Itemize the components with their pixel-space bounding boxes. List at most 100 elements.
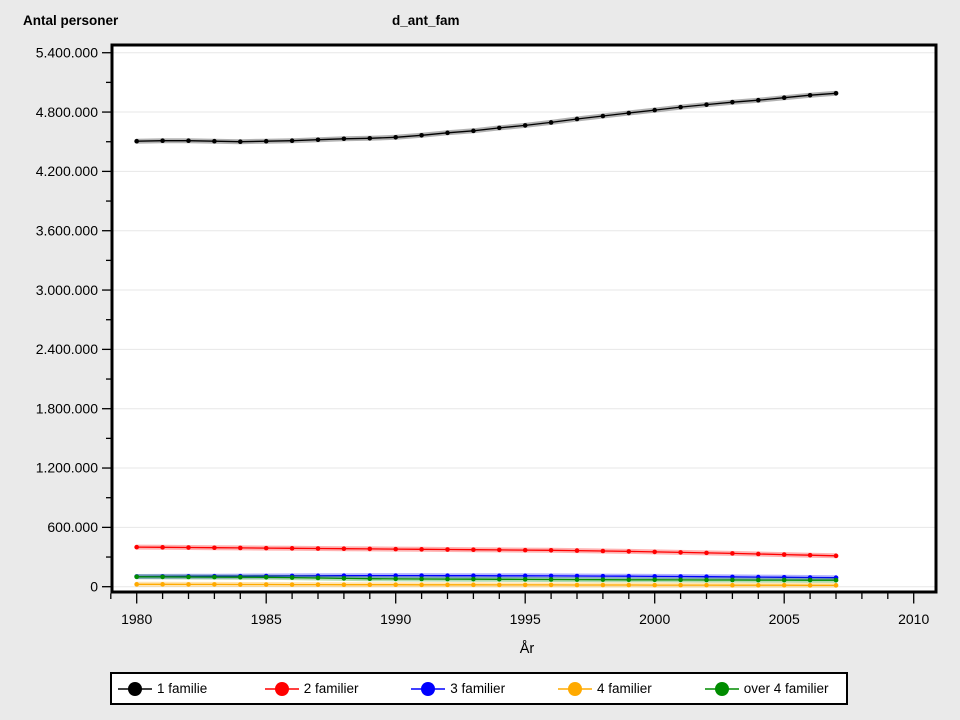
series-marker-1 (367, 546, 373, 552)
y-tick-label: 2.400.000 (36, 341, 98, 357)
x-axis-title: År (520, 640, 535, 657)
series-marker-4 (574, 577, 580, 582)
y-tick-label: 600.000 (47, 519, 98, 535)
series-line-2 (136, 574, 837, 579)
series-marker-1 (600, 548, 606, 554)
series-marker-0 (238, 139, 243, 145)
legend-marker-icon (264, 681, 299, 696)
y-tick-label: 4.200.000 (36, 163, 98, 179)
series-marker-3 (445, 582, 450, 588)
series-marker-0 (160, 138, 165, 144)
series-marker-1 (574, 548, 580, 553)
series-marker-1 (263, 545, 269, 551)
series-marker-1 (833, 553, 839, 559)
series-marker-4 (367, 576, 373, 581)
series-marker-3 (626, 582, 632, 588)
series-marker-0 (212, 138, 217, 144)
x-tick-label: 2010 (898, 611, 929, 627)
series-marker-2 (419, 573, 424, 578)
series-marker-3 (315, 582, 321, 587)
series-marker-1 (471, 547, 476, 553)
series-marker-4 (341, 576, 347, 581)
series-marker-1 (781, 552, 787, 557)
legend-item-2: 3 familier (411, 680, 505, 698)
legend-item-label: over 4 familier (743, 681, 829, 696)
series-marker-3 (212, 582, 217, 587)
series-marker-4 (212, 574, 217, 580)
plot-title: d_ant_fam (392, 13, 460, 28)
series-marker-4 (315, 575, 321, 581)
series-marker-2 (548, 573, 554, 579)
series-marker-0 (574, 116, 580, 122)
series-marker-3 (678, 582, 683, 588)
series-marker-1 (212, 545, 217, 551)
series-marker-2 (574, 573, 580, 579)
series-marker-0 (678, 104, 683, 110)
series-marker-4 (263, 575, 269, 580)
series-marker-2 (497, 573, 502, 579)
series-marker-2 (393, 573, 399, 578)
series-marker-0 (730, 99, 735, 105)
series-marker-0 (134, 138, 139, 144)
series-marker-1 (548, 548, 554, 553)
series-marker-0 (522, 123, 528, 128)
series-marker-0 (756, 97, 761, 103)
series-marker-2 (445, 573, 450, 579)
series-marker-0 (393, 134, 399, 140)
series-line-3 (136, 583, 836, 586)
series-marker-2 (652, 574, 657, 579)
series-marker-2 (600, 573, 606, 579)
series-line-0 (136, 92, 837, 143)
series-marker-3 (522, 582, 528, 588)
series-marker-0 (341, 136, 347, 142)
series-marker-4 (730, 577, 735, 583)
y-tick-label: 3.000.000 (36, 282, 98, 298)
series-marker-4 (781, 577, 787, 583)
series-marker-3 (807, 583, 813, 588)
y-tick-label: 1.200.000 (36, 460, 98, 476)
series-marker-3 (548, 582, 554, 588)
series-marker-4 (807, 577, 813, 583)
series-marker-0 (548, 120, 554, 125)
y-tick-label: 0 (90, 578, 98, 594)
series-marker-3 (393, 582, 399, 588)
legend-marker-icon (704, 681, 739, 696)
legend-item-label: 3 familier (450, 681, 506, 696)
series-marker-1 (341, 546, 347, 552)
series-marker-1 (289, 546, 295, 551)
series-marker-4 (134, 574, 139, 580)
series-marker-3 (497, 582, 502, 588)
x-tick-label: 1995 (510, 611, 541, 627)
series-marker-3 (186, 582, 191, 587)
series-marker-0 (600, 113, 606, 119)
x-tick-label: 2005 (769, 611, 800, 627)
series-line-4 (136, 576, 836, 581)
series-marker-0 (497, 125, 502, 131)
series-marker-3 (367, 582, 373, 588)
series-marker-1 (497, 547, 502, 553)
y-axis-title: Antal personer (23, 13, 119, 28)
legend: 1 familie 2 familier 3 familier 4 familier o… (110, 672, 848, 705)
series-marker-1 (445, 547, 450, 552)
series-marker-1 (678, 550, 683, 555)
series-marker-1 (807, 552, 813, 558)
series-marker-3 (238, 582, 243, 587)
series-marker-3 (160, 582, 165, 587)
series-marker-3 (756, 582, 761, 588)
series-marker-2 (704, 574, 709, 580)
y-tick-label: 3.600.000 (36, 222, 98, 238)
legend-item-0: 1 familie (118, 680, 207, 698)
series-marker-3 (704, 582, 709, 588)
series-marker-3 (263, 582, 269, 587)
y-tick-label: 4.800.000 (36, 104, 98, 120)
series-marker-1 (186, 545, 191, 550)
series-marker-0 (833, 90, 839, 96)
series-marker-4 (833, 577, 839, 583)
series-marker-4 (289, 575, 295, 580)
series-marker-4 (471, 576, 476, 582)
series-marker-4 (626, 577, 632, 583)
series-marker-2 (471, 573, 476, 579)
series-marker-2 (626, 573, 632, 579)
